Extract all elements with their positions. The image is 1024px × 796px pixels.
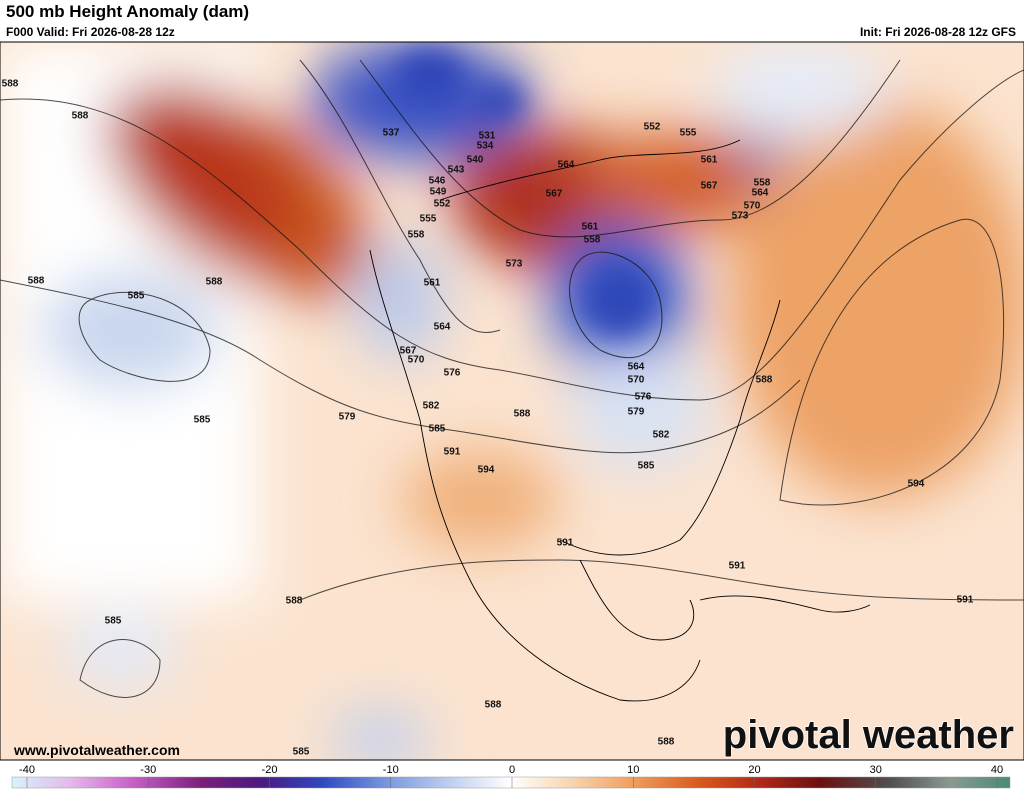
logo: pivotal weather: [723, 713, 1014, 757]
contour-label: 585: [105, 616, 122, 627]
contour-label: 567: [400, 346, 417, 357]
anomaly-field: [0, 42, 1024, 760]
contour-label: 588: [2, 79, 19, 90]
contour-label: 585: [293, 747, 310, 758]
colorbar-tick-label: 10: [627, 764, 639, 776]
contour-label: 543: [448, 165, 465, 176]
contour-label: 561: [424, 278, 441, 289]
contour-label: 588: [514, 409, 531, 420]
contour-label: 564: [628, 362, 645, 373]
contour-label: 531: [479, 131, 496, 142]
contour-label: 588: [658, 737, 675, 748]
map-frame: [0, 41, 1024, 761]
contour-label: 555: [420, 214, 437, 225]
contour-label: 588: [28, 276, 45, 287]
colorbar-tick-label: -10: [383, 764, 399, 776]
contour-label: 591: [957, 595, 974, 606]
contour-label: 588: [756, 375, 773, 386]
valid-time: F000 Valid: Fri 2026-08-28 12z: [6, 25, 175, 39]
contour-label: 585: [194, 415, 211, 426]
contour-label: 552: [434, 199, 451, 210]
contour-label: 561: [701, 155, 718, 166]
contour-label: 585: [128, 291, 145, 302]
colorbar-tick-label: -30: [140, 764, 156, 776]
contour-label: 558: [754, 178, 771, 189]
contour-label: 537: [383, 128, 400, 139]
contour-label: 534: [477, 141, 494, 152]
contour-label: 555: [680, 128, 697, 139]
contour-label: 582: [653, 430, 670, 441]
contour-label: 558: [408, 230, 425, 241]
contour-label: 561: [582, 222, 599, 233]
contour-label: 540: [467, 155, 484, 166]
contour-label: 579: [628, 407, 645, 418]
contour-label: 591: [557, 538, 574, 549]
contour-label: 576: [635, 392, 652, 403]
contour-label: 576: [444, 368, 461, 379]
colorbar-tick-label: 0: [509, 764, 515, 776]
contour-label: 567: [701, 181, 718, 192]
contour-label: 588: [206, 277, 223, 288]
coastlines: [369, 139, 871, 702]
contour-label: 570: [744, 201, 761, 212]
contour-label: 591: [444, 447, 461, 458]
contour-label: 579: [339, 412, 356, 423]
contour-label: 552: [644, 122, 661, 133]
colorbar-tick-label: 30: [870, 764, 882, 776]
contour-label: 564: [434, 322, 451, 333]
contour-label: 570: [408, 355, 425, 366]
contour-label: 585: [638, 461, 655, 472]
contour-label: 591: [729, 561, 746, 572]
contour-label: 570: [628, 375, 645, 386]
colorbar-tick-label: -40: [19, 764, 35, 776]
contour-label: 558: [584, 235, 601, 246]
title: 500 mb Height Anomaly (dam): [6, 2, 249, 21]
contour-label: 588: [72, 111, 89, 122]
colorbar: -40 -30 -20 -10 0 10 20 30 40: [11, 764, 1011, 789]
contour-label: 573: [732, 211, 749, 222]
contour-label: 564: [558, 160, 575, 171]
contour-label: 582: [423, 401, 440, 412]
colorbar-tick-label: 20: [748, 764, 760, 776]
watermark: www.pivotalweather.com: [13, 742, 180, 758]
init-time: Init: Fri 2026-08-28 12z GFS: [860, 25, 1016, 39]
height-contours: [0, 59, 1024, 698]
contour-label: 549: [430, 187, 447, 198]
contour-label: 573: [506, 259, 523, 270]
contour-label: 588: [485, 700, 502, 711]
contour-label: 564: [752, 188, 769, 199]
colorbar-tick-label: 40: [991, 764, 1003, 776]
contour-label: 594: [908, 479, 925, 490]
contour-label: 546: [429, 176, 446, 187]
contour-label: 585: [429, 424, 446, 435]
colorbar-tick-label: -20: [262, 764, 278, 776]
contour-label: 588: [286, 596, 303, 607]
contour-label: 567: [546, 189, 563, 200]
contour-label: 594: [478, 465, 495, 476]
colorbar-scale: [11, 776, 1011, 789]
